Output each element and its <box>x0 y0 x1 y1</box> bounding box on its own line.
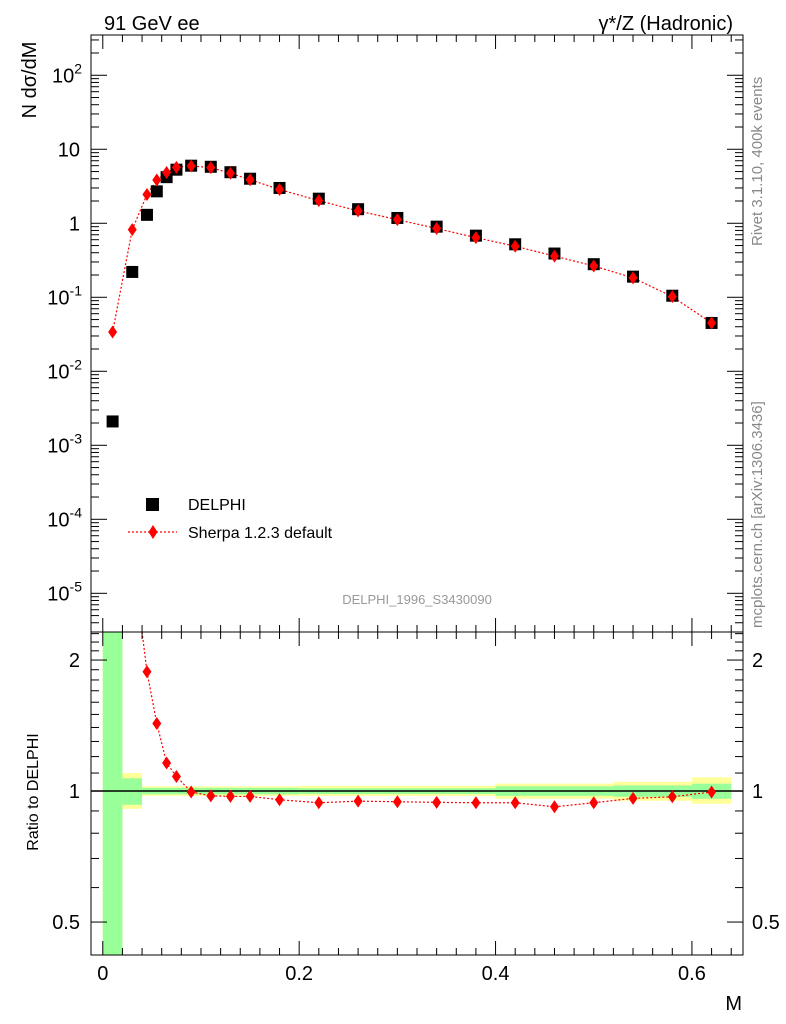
ratio-plot-panel: 0.5 0.5 1 1 2 2 0 0.2 0.4 0.6 Ratio to DELPHI M <box>25 631 780 1015</box>
data-point <box>140 208 153 221</box>
legend-data-marker <box>146 498 159 511</box>
rivet-version-label: Rivet 3.1.10, 400k events <box>749 77 766 246</box>
mc-point <box>186 159 196 173</box>
energy-label: 91 GeV ee <box>104 13 200 35</box>
ratio-x-axis: 0 0.2 0.4 0.6 <box>97 632 732 985</box>
ratio-y-tick-label-left: 1 <box>69 781 80 803</box>
mcplots-url-label: mcplots.cern.ch [arXiv:1306.3436] <box>749 401 766 628</box>
mc-point <box>510 239 520 253</box>
mc-point <box>432 221 442 235</box>
mc-point <box>628 271 638 285</box>
ratio-y-tick-label-left: 0.5 <box>52 912 80 934</box>
ratio-y-tick-label-right: 1 <box>752 781 763 803</box>
analysis-watermark: DELPHI_1996_S3430090 <box>342 592 492 607</box>
ratio-mc-point <box>549 800 559 814</box>
mc-point <box>314 194 324 208</box>
ratio-mc-point <box>186 785 196 799</box>
y-tick-label: 10-2 <box>47 356 82 383</box>
main-y-axis: 10-5 10-4 10-3 10-2 10-1 1 10 102 <box>47 39 743 633</box>
mc-point <box>707 316 717 330</box>
mc-point <box>275 183 285 197</box>
ratio-y-tick-label-right: 2 <box>752 650 763 672</box>
mc-line <box>112 165 712 333</box>
legend-mc-marker <box>148 525 158 539</box>
process-label: γ*/Z (Hadronic) <box>599 13 733 35</box>
ratio-mc-point <box>353 794 363 808</box>
ratio-mc-point <box>667 790 677 804</box>
data-point <box>150 185 163 198</box>
mc-point <box>549 249 559 263</box>
ratio-mc-point <box>245 789 255 803</box>
x-tick-label: 0 <box>97 963 108 985</box>
ratio-mc-point <box>471 796 481 810</box>
data-point <box>106 415 119 428</box>
ratio-mc-point <box>589 796 599 810</box>
ratio-mc-point <box>628 791 638 805</box>
ratio-mc-line <box>141 631 712 808</box>
mc-point <box>152 173 162 187</box>
mc-point <box>171 160 181 174</box>
ratio-mc-point <box>314 796 324 810</box>
x-tick-label: 0.4 <box>482 963 510 985</box>
mc-point <box>589 259 599 273</box>
mc-point <box>162 166 172 180</box>
mc-point <box>108 325 118 339</box>
ratio-y-tick-label-right: 0.5 <box>752 912 780 934</box>
main-plot-frame <box>90 34 744 633</box>
mc-point <box>353 204 363 218</box>
ratio-plot-marks <box>91 631 743 955</box>
main-plot-panel: 10-5 10-4 10-3 10-2 10-1 1 10 102 N dσ/dM DELPH… <box>19 34 744 633</box>
ratio-mc-point <box>171 770 181 784</box>
mc-point <box>471 231 481 245</box>
ratio-mc-point <box>225 789 235 803</box>
x-tick-label: 0.2 <box>285 963 313 985</box>
x-axis-label: M <box>725 993 742 1015</box>
ratio-y-axis-label: Ratio to DELPHI <box>25 733 42 850</box>
ratio-mc-point <box>152 716 162 730</box>
main-plot-marks <box>106 159 718 428</box>
y-tick-label: 10-5 <box>47 578 82 605</box>
ratio-y-tick-label-left: 2 <box>69 650 80 672</box>
ratio-mc-point <box>206 789 216 803</box>
mc-point <box>667 290 677 304</box>
uncertainty-band-inner <box>102 632 123 955</box>
mc-point <box>245 173 255 187</box>
legend-data-label: DELPHI <box>188 497 246 514</box>
y-tick-label: 10-3 <box>47 430 82 457</box>
ratio-mc-point <box>275 793 285 807</box>
legend: DELPHI Sherpa 1.2.3 default <box>128 497 333 542</box>
main-y-axis-label: N dσ/dM <box>19 42 41 119</box>
mc-point <box>206 161 216 175</box>
x-tick-label: 0.6 <box>678 963 706 985</box>
y-tick-label: 1 <box>69 213 80 235</box>
mc-point <box>142 187 152 201</box>
mc-point <box>225 166 235 180</box>
legend-mc-label: Sherpa 1.2.3 default <box>188 525 333 542</box>
ratio-mc-point <box>162 756 172 770</box>
y-tick-label: 10-1 <box>47 282 82 309</box>
ratio-mc-point <box>432 795 442 809</box>
ratio-mc-point <box>142 665 152 679</box>
ratio-y-axis: 0.5 0.5 1 1 2 2 <box>52 633 780 934</box>
mc-point <box>127 223 137 237</box>
main-x-ticks <box>102 35 732 632</box>
ratio-mc-point <box>707 785 717 799</box>
ratio-mc-point <box>392 795 402 809</box>
ratio-mc-point <box>510 796 520 810</box>
mc-point <box>392 213 402 227</box>
y-tick-label: 10-4 <box>47 504 82 531</box>
y-tick-label: 102 <box>52 60 82 87</box>
data-point <box>126 265 139 278</box>
y-tick-label: 10 <box>58 139 80 161</box>
